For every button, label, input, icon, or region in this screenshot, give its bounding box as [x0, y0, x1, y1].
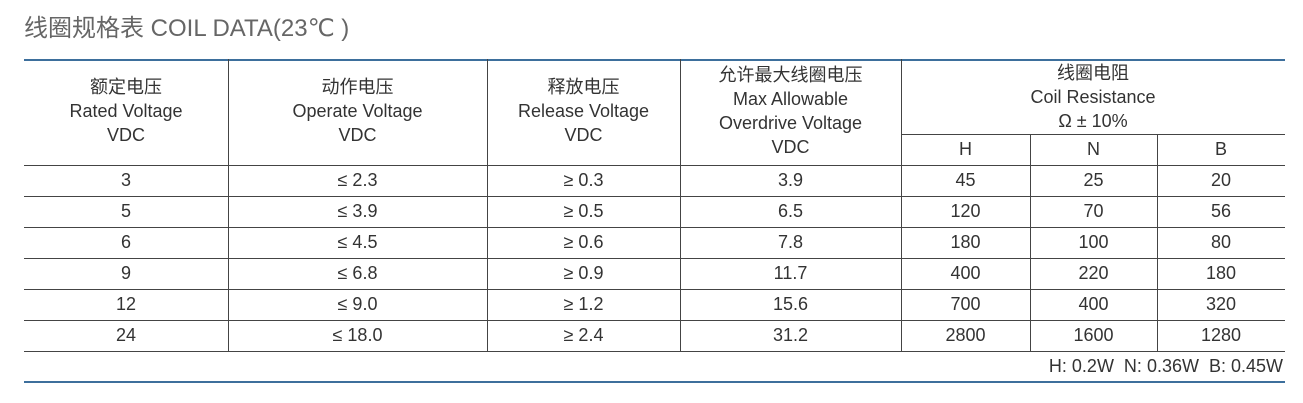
cell: 100	[1078, 232, 1109, 252]
header-text: 线圈电阻	[1057, 63, 1129, 83]
rule	[24, 381, 1285, 383]
cell: 24	[115, 325, 137, 345]
cell: 1600	[1073, 325, 1114, 345]
cell: ≥ 0.5	[563, 201, 604, 221]
rule	[24, 227, 1285, 228]
header-text: 允许最大线圈电压	[718, 65, 863, 85]
cell: 3	[120, 170, 132, 190]
cell: 320	[1205, 294, 1237, 314]
cell: ≤ 9.0	[337, 294, 378, 314]
header-text: VDC	[564, 125, 603, 145]
cell: ≥ 0.6	[563, 232, 604, 252]
cell: 70	[1083, 201, 1104, 221]
rule	[24, 59, 1285, 61]
rule	[228, 59, 229, 351]
cell: 400	[1078, 294, 1109, 314]
rule	[1157, 134, 1158, 351]
footnote: H: 0.2W N: 0.36W B: 0.45W	[1048, 356, 1283, 376]
rule	[24, 258, 1285, 259]
rule	[24, 196, 1285, 197]
cell: 400	[950, 263, 981, 283]
header-text: 额定电压	[90, 77, 162, 97]
cell: ≥ 2.4	[563, 325, 604, 345]
rule	[901, 59, 902, 351]
cell: 6.5	[777, 201, 804, 221]
cell: 45	[955, 170, 976, 190]
cell: 180	[1205, 263, 1237, 283]
cell: ≤ 4.5	[337, 232, 378, 252]
cell: 9	[120, 263, 132, 283]
cell: ≥ 0.9	[563, 263, 604, 283]
header-text: Operate Voltage	[292, 101, 423, 121]
cell: 220	[1078, 263, 1109, 283]
subheader-text: H	[959, 139, 972, 159]
cell: 31.2	[772, 325, 809, 345]
rule	[24, 289, 1285, 290]
rule	[24, 351, 1285, 352]
cell: ≤ 2.3	[337, 170, 378, 190]
cell: 700	[950, 294, 981, 314]
cell: ≤ 18.0	[332, 325, 383, 345]
cell: 6	[120, 232, 132, 252]
cell: ≥ 1.2	[563, 294, 604, 314]
rule	[680, 59, 681, 351]
cell: 15.6	[772, 294, 809, 314]
cell: 25	[1083, 170, 1104, 190]
header-text: Release Voltage	[517, 101, 650, 121]
cell: 11.7	[773, 263, 808, 283]
cell: 56	[1210, 201, 1232, 221]
header-text: VDC	[771, 137, 810, 157]
rule	[24, 165, 1285, 166]
header-text: Ω ± 10%	[1058, 111, 1128, 131]
header-text: VDC	[106, 125, 146, 145]
header-text: Max Allowable	[732, 89, 849, 109]
cell: 20	[1210, 170, 1232, 190]
header-text: Overdrive Voltage	[718, 113, 863, 133]
cell: 1280	[1200, 325, 1242, 345]
header-text: 动作电压	[321, 77, 394, 97]
cell: 3.9	[777, 170, 804, 190]
cell: ≤ 3.9	[337, 201, 378, 221]
subheader-text: N	[1087, 139, 1100, 159]
rule	[901, 134, 1285, 135]
cell: 80	[1210, 232, 1232, 252]
cell: 12	[115, 294, 137, 314]
rule	[1030, 134, 1031, 351]
cell: 180	[950, 232, 981, 252]
rule	[24, 320, 1285, 321]
cell: ≥ 0.3	[563, 170, 604, 190]
header-text: Coil Resistance	[1030, 87, 1156, 107]
header-text: Rated Voltage	[69, 101, 183, 121]
cell: 7.8	[777, 232, 804, 252]
title: 线圈规格表 COIL DATA(23℃ )	[24, 15, 350, 42]
subheader-text: B	[1214, 139, 1228, 159]
cell: ≤ 6.8	[337, 263, 378, 283]
rule	[487, 59, 488, 351]
cell: 120	[950, 201, 981, 221]
cell: 5	[120, 201, 132, 221]
header-text: 释放电压	[547, 77, 620, 97]
header-text: VDC	[338, 125, 377, 145]
cell: 2800	[945, 325, 986, 345]
